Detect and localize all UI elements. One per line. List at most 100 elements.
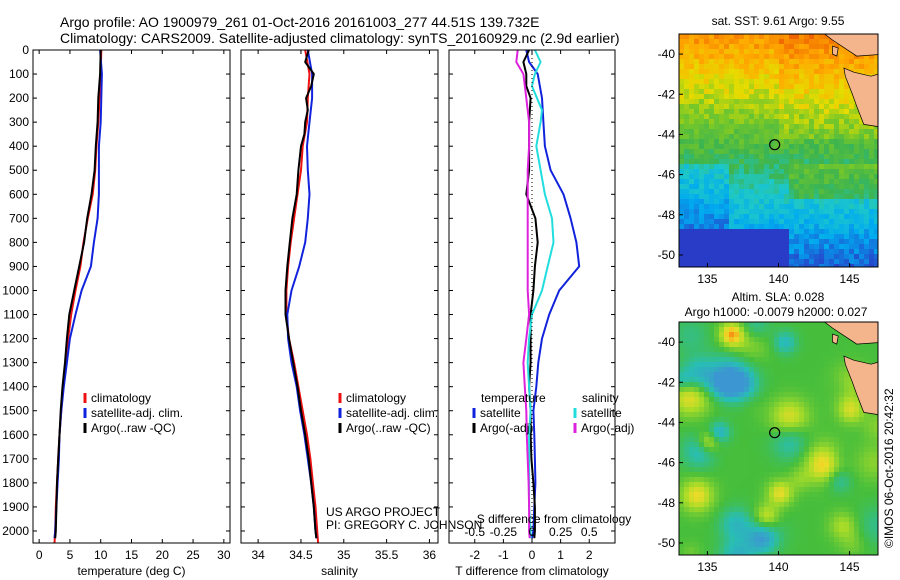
sst-cell	[849, 179, 854, 184]
sla-cell	[854, 432, 859, 437]
sla-cell	[799, 492, 804, 497]
sla-cell	[754, 492, 759, 497]
sst-cell	[759, 194, 764, 199]
sla-cell	[709, 477, 714, 482]
y-tick-label: -40	[658, 47, 676, 61]
sst-cell	[804, 154, 809, 159]
sla-cell	[819, 527, 824, 532]
sst-cell	[864, 64, 869, 69]
sla-cell	[869, 447, 874, 452]
sst-cell	[834, 189, 839, 194]
sla-cell	[754, 407, 759, 412]
sla-cell	[839, 487, 844, 492]
sst-cell	[784, 234, 789, 239]
sst-cell	[734, 94, 739, 99]
sst-cell	[809, 34, 814, 39]
sst-cell	[839, 149, 844, 154]
sst-cell	[739, 94, 744, 99]
sla-cell	[869, 527, 874, 532]
sst-cell	[679, 209, 684, 214]
sla-cell	[754, 362, 759, 367]
sla-cell	[834, 537, 839, 542]
sla-cell	[744, 552, 749, 555]
sst-cell	[784, 159, 789, 164]
sla-cell	[834, 477, 839, 482]
sla-cell	[864, 552, 869, 555]
sst-cell	[719, 214, 724, 219]
sla-cell	[839, 477, 844, 482]
sla-cell	[854, 357, 859, 362]
sla-cell	[819, 467, 824, 472]
sst-cell	[729, 119, 734, 124]
sst-cell	[724, 79, 729, 84]
sla-cell	[769, 402, 774, 407]
sla-cell	[709, 417, 714, 422]
sla-cell	[794, 377, 799, 382]
sst-cell	[719, 199, 724, 204]
sla-cell	[874, 467, 878, 472]
sla-cell	[739, 332, 744, 337]
sst-cell	[744, 224, 749, 229]
sla-cell	[829, 512, 834, 517]
sst-cell	[684, 39, 689, 44]
sla-cell	[794, 552, 799, 555]
sst-cell	[709, 174, 714, 179]
sst-cell	[854, 154, 859, 159]
sst-cell	[769, 44, 774, 49]
sst-cell	[859, 204, 864, 209]
sla-cell	[869, 467, 874, 472]
sla-cell	[679, 352, 684, 357]
sla-cell	[809, 377, 814, 382]
sst-cell	[739, 154, 744, 159]
sla-cell	[744, 457, 749, 462]
sst-cell	[834, 174, 839, 179]
sla-cell	[809, 422, 814, 427]
sla-cell	[819, 427, 824, 432]
sst-cell	[859, 229, 864, 234]
sst-cell	[824, 224, 829, 229]
sst-cell	[749, 99, 754, 104]
sst-cell	[869, 244, 874, 249]
sst-cell	[874, 164, 878, 169]
sst-cell	[784, 189, 789, 194]
sst-cell	[814, 94, 819, 99]
sla-cell	[719, 497, 724, 502]
sst-cell	[719, 34, 724, 39]
sst-cell	[874, 54, 878, 59]
sst-cell	[869, 254, 874, 259]
sst-cell	[804, 249, 809, 254]
sla-cell	[774, 477, 779, 482]
sla-cell	[749, 392, 754, 397]
sst-cell	[724, 99, 729, 104]
sla-cell	[709, 437, 714, 442]
argo-position-marker	[769, 427, 781, 439]
sla-cell	[744, 332, 749, 337]
series-group	[53, 50, 103, 543]
sst-cell	[749, 184, 754, 189]
sla-cell	[724, 487, 729, 492]
sla-cell	[724, 462, 729, 467]
sla-cell	[739, 467, 744, 472]
sst-cell	[734, 34, 739, 39]
sst-cell	[819, 204, 824, 209]
y-tick-label: 2000	[2, 524, 29, 538]
sst-cell	[804, 39, 809, 44]
sst-cell	[844, 64, 849, 69]
sst-cell	[694, 49, 699, 54]
sla-cell	[809, 417, 814, 422]
sst-cell	[729, 144, 734, 149]
sst-cell	[849, 219, 854, 224]
sla-cell	[839, 377, 844, 382]
sla-cell	[679, 437, 684, 442]
sst-cell	[794, 79, 799, 84]
sst-cell	[729, 169, 734, 174]
sst-cell	[839, 194, 844, 199]
sla-cell	[804, 432, 809, 437]
sst-cell	[759, 214, 764, 219]
sla-cell	[874, 427, 878, 432]
sla-cell	[739, 342, 744, 347]
sla-cell	[729, 392, 734, 397]
sla-cell	[849, 432, 854, 437]
sst-cell	[794, 49, 799, 54]
sst-cell	[709, 229, 714, 234]
